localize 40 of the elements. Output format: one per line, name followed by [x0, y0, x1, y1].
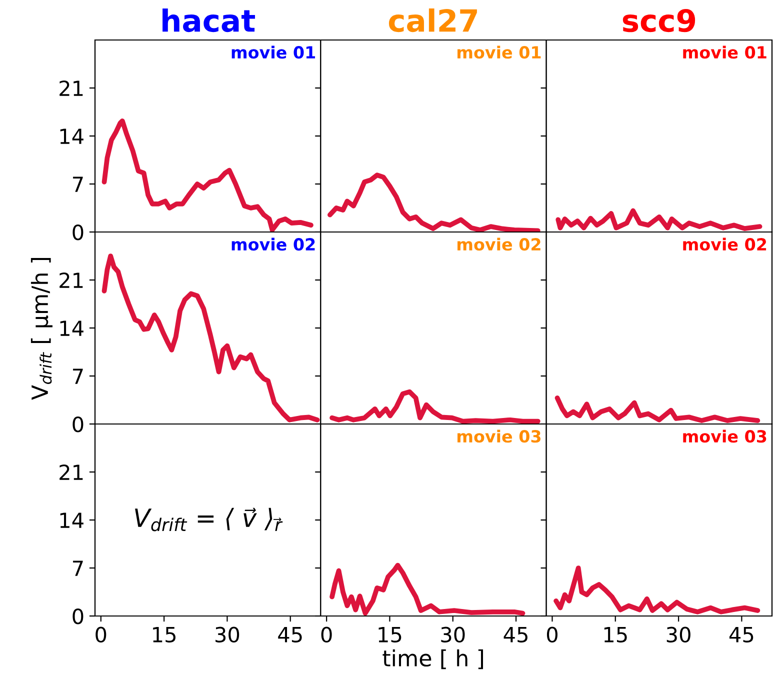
annotation: V$_{drift}$ = ⟨ v⃗ ⟩$_{r⃗}$	[135, 508, 283, 532]
annotation: movie 01	[458, 46, 541, 59]
x-tick-label: 0	[546, 626, 558, 643]
y-tick-label: 0	[72, 416, 84, 432]
x-tick-label: 30	[216, 626, 240, 643]
chart-title: hacat	[162, 8, 255, 32]
x-axis-title: time [ h ]	[382, 649, 484, 670]
y-tick-label: 7	[73, 560, 83, 576]
x-tick-label: 30	[666, 626, 690, 643]
y-tick-label: 21	[60, 464, 83, 480]
annotation: movie 02	[683, 238, 766, 251]
annotation: movie 02	[458, 238, 540, 251]
x-tick-label: 0	[321, 626, 332, 643]
annotation: movie 01	[683, 46, 766, 59]
y-axis-title: V$_{drift}$ [ μm/h ]	[30, 258, 52, 400]
annotation: movie 02	[232, 238, 315, 251]
line-series	[102, 118, 314, 232]
chart-title: scc9	[622, 9, 696, 32]
x-tick-label: 0	[96, 626, 106, 643]
y-tick-label: 14	[60, 512, 84, 528]
y-tick-label: 21	[60, 272, 83, 288]
x-tick-label: 45	[729, 627, 754, 643]
x-tick-label: 15	[378, 627, 402, 643]
annotation: movie 03	[458, 430, 540, 443]
annotation: movie 01	[232, 46, 316, 59]
x-tick-label: 15	[153, 627, 176, 643]
chart-title: cal27	[388, 8, 477, 32]
y-tick-label: 0	[72, 608, 84, 624]
line-series	[102, 254, 320, 422]
y-tick-label: 7	[73, 368, 83, 384]
y-tick-label: 7	[73, 176, 83, 192]
y-tick-label: 14	[60, 320, 84, 336]
x-tick-label: 30	[441, 626, 465, 643]
y-tick-label: 21	[60, 80, 83, 96]
x-tick-label: 15	[604, 627, 627, 643]
annotation: movie 03	[683, 430, 766, 443]
y-tick-label: 14	[60, 128, 84, 144]
y-tick-label: 0	[72, 224, 84, 240]
x-tick-label: 45	[504, 627, 528, 643]
x-tick-label: 45	[278, 627, 302, 643]
